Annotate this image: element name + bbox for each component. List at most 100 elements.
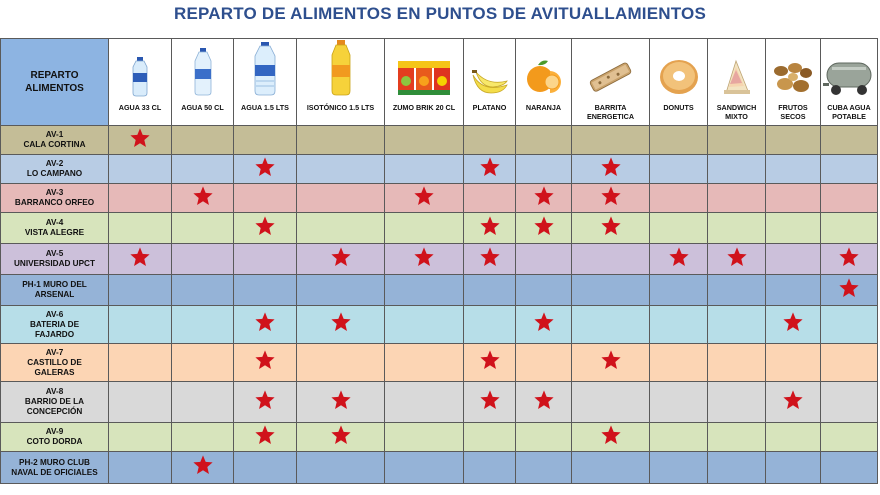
supply-cell [515,343,572,382]
supply-cell [765,381,821,423]
supply-cell [571,274,650,306]
station-label-line: AV-2 [45,159,64,168]
supply-cell [707,343,766,382]
food-column-header: DONUTS [649,38,708,126]
supply-cell [765,343,821,382]
supply-cell [233,274,297,306]
star-icon [192,454,214,481]
supply-cell [571,451,650,484]
supply-cell [571,305,650,344]
supply-cell [707,183,766,213]
station-row: AV-1 CALA CORTINA [0,125,878,155]
food-label: CUBA AGUA POTABLE [827,103,871,121]
food-column-header: CUBA AGUA POTABLE [820,38,878,126]
station-label: AV-3 BARRANCO ORFEO [0,183,109,213]
station-label-line: VISTA ALEGRE [24,228,85,237]
food-column-header: AGUA 33 CL [108,38,172,126]
star-icon [254,311,276,338]
station-label-line: UNIVERSIDAD UPCT [14,259,95,268]
star-icon [600,349,622,376]
energy-bar-icon [573,59,649,99]
nuts-icon [767,59,820,99]
station-label-line: PH-1 MURO DEL [22,280,87,289]
supply-cell [384,274,464,306]
supply-cell [649,305,708,344]
supply-cell [649,274,708,306]
star-icon [413,246,435,273]
supply-cell [384,451,464,484]
supply-cell [296,274,385,306]
station-label-line: AV-3 [45,188,64,197]
star-icon [782,311,804,338]
station-label-line: AV-9 [45,427,64,436]
food-column-header: AGUA 50 CL [171,38,234,126]
supply-cell [765,243,821,275]
supply-cell [463,125,516,155]
corner-label-line: ALIMENTOS [25,83,84,94]
water-tank-icon [822,57,877,99]
station-row: AV-2 LO CAMPANO [0,154,878,184]
supply-cell [765,212,821,244]
star-icon [254,389,276,416]
supply-cell [171,343,234,382]
supply-cell [571,125,650,155]
supply-cell [233,125,297,155]
supply-cell [820,212,878,244]
supply-cell [108,154,172,184]
star-icon [254,349,276,376]
star-icon [600,185,622,212]
supply-cell [649,154,708,184]
star-icon [533,185,555,212]
station-label-line: PH-2 MURO CLUB [19,457,90,467]
food-label: SANDWICH MIXTO [716,103,757,121]
station-label-line: ARSENAL [34,290,75,299]
supply-cell [108,422,172,452]
supply-cell [384,154,464,184]
table-body: AV-1 CALA CORTINA AV-2 LO CAMPANO AV-3 BARRAN… [0,125,878,484]
supply-cell [296,381,385,423]
star-icon [330,389,352,416]
food-column-header: AGUA 1.5 LTS [233,38,297,126]
supply-cell [233,343,297,382]
food-label: DONUTS [663,103,694,112]
station-label-line: AV-6 [45,309,64,319]
supply-cell [463,243,516,275]
station-label-line: GALERAS [34,367,75,377]
supply-cell [515,125,572,155]
station-label-line: AV-5 [45,249,64,258]
supply-cell [233,183,297,213]
header-row: REPARTO ALIMENTOS AGUA 33 CL AGUA 50 CL AG… [0,38,878,126]
supply-cell [108,243,172,275]
supply-cell [820,154,878,184]
station-label-line: LO CAMPANO [26,169,83,178]
supply-cell [171,451,234,484]
supply-cell [515,243,572,275]
supply-cell [707,212,766,244]
supply-cell [233,451,297,484]
supply-cell [463,212,516,244]
station-label: AV-9 COTO DORDA [0,422,109,452]
star-icon [600,156,622,183]
supply-cell [296,125,385,155]
star-icon [726,246,748,273]
supply-cell [515,212,572,244]
star-icon [413,185,435,212]
supply-cell [649,212,708,244]
food-label: AGUA 50 CL [181,103,224,112]
banana-icon [465,67,515,99]
food-column-header: FRUTOS SECOS [765,38,821,126]
supply-cell [108,305,172,344]
station-label-line: FAJARDO [34,329,75,339]
star-icon [330,424,352,451]
supply-cell [571,343,650,382]
supply-cell [463,274,516,306]
supply-cell [296,422,385,452]
supply-cell [820,451,878,484]
supply-cell [707,422,766,452]
supply-cell [515,154,572,184]
supply-cell [765,183,821,213]
supply-cell [171,381,234,423]
food-label: PLATANO [472,103,507,112]
star-icon [479,156,501,183]
